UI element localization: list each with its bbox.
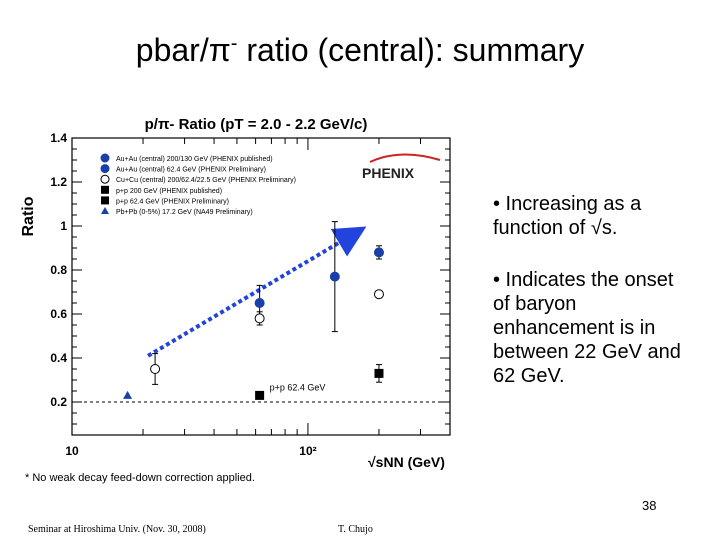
y-tick-label: 0.8 [50,263,67,277]
data-point [255,390,265,400]
data-point [254,298,265,308]
footer-seminar: Seminar at Hiroshima Univ. (Nov. 30, 200… [28,524,206,535]
plot-frame [71,137,451,436]
legend-marker [101,207,109,214]
y-tick-label: 0.4 [50,351,67,365]
footer-author: T. Chujo [338,524,373,535]
legend-entry: p+p 62.4 GeV (PHENIX Preliminary) [116,198,229,205]
title-main: pbar/π [135,32,231,68]
x-tick-label: 10 [65,444,79,458]
legend-entry: p+p 200 GeV (PHENIX published) [116,188,222,195]
legend-entry: Pb+Pb (0-5%) 17.2 GeV (NA49 Preliminary) [116,209,253,216]
x-axis-label: √sNN (GeV) [368,454,445,470]
legend-entry: Au+Au (central) 200/130 GeV (PHENIX publ… [116,156,273,163]
ratio-chart: 0.2 0.4 0.6 0.8 1 1.2 1.4 10 10² Ratio √sNN (GeV) p… [20,116,451,470]
phenix-logo-swoosh [369,153,441,163]
legend-entry: Au+Au (central) 62.4 GeV (PHENIX Prelimi… [116,167,266,174]
legend-marker [100,153,110,163]
title-rest: ratio (central): summary [237,32,585,68]
x-tick-label: 10² [299,444,316,458]
page-number: 38 [642,498,657,513]
y-axis-label: Ratio [20,196,37,236]
data-point [373,289,384,300]
data-point [150,364,161,374]
data-point [123,390,133,399]
y-tick-label: 0.2 [50,395,67,409]
y-tick-label: 1.2 [50,175,67,189]
pp62-annotation: p+p 62.4 GeV [270,382,326,392]
legend-entry: Cu+Cu (central) 200/62.4/22.5 GeV (PHENI… [116,177,296,184]
bullet-increasing: • Increasing as a function of √s. [493,193,642,239]
data-point [329,271,340,282]
y-tick-label: 0.6 [50,307,67,321]
data-point [374,368,384,378]
bullet-onset: • Indicates the onset of baryon enhancem… [493,269,681,387]
legend-marker [101,185,109,194]
slide-title: pbar/π- ratio (central): summary [0,32,720,69]
phenix-logo-text: PHENIX [362,165,415,181]
title-superscript: - [230,32,238,55]
footnote: * No weak decay feed-down correction app… [25,472,255,484]
legend-marker [101,196,109,205]
legend-marker [100,174,110,184]
trend-arrow [147,226,367,358]
y-tick-label: 1.4 [50,131,67,145]
data-point [254,313,265,324]
legend-marker [100,164,110,174]
y-tick-label: 1 [60,219,67,233]
data-point [373,247,384,258]
chart-title: p/π- Ratio (pT = 2.0 - 2.2 GeV/c) [145,116,368,133]
